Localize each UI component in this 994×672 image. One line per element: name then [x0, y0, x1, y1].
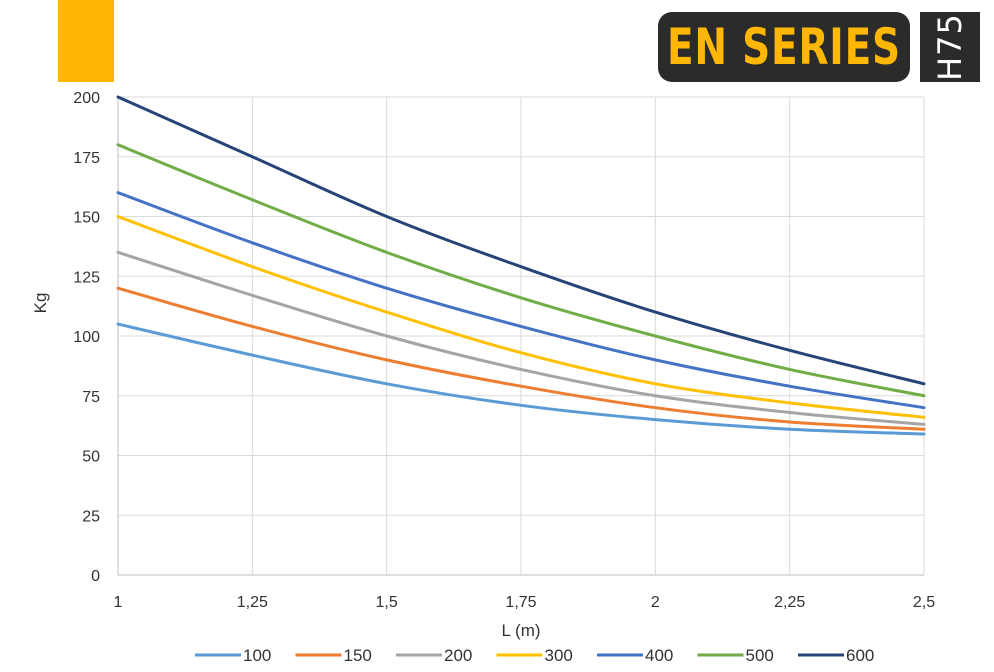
series-line-600	[116, 95, 926, 386]
tick-labels: 0 25 50 75 100 125 150 175 200 1 1,25 1,5 1,75 2 2,25 2…	[73, 90, 935, 611]
y-axis-title: Kg	[31, 293, 50, 314]
series-line-100	[116, 322, 926, 436]
axes	[117, 97, 924, 576]
x-axis-title: L (m)	[501, 621, 540, 640]
series-line-400	[116, 191, 926, 410]
y-tick-label: 75	[82, 389, 100, 406]
y-tick-label: 175	[73, 150, 100, 167]
y-tick-label: 100	[73, 329, 100, 346]
x-tick-label: 1	[114, 594, 123, 611]
y-tick-label: 150	[73, 210, 100, 227]
legend: 100 150 200 300 400 500 600	[195, 646, 874, 665]
series-line-150	[116, 286, 926, 431]
x-tick-label: 1,75	[505, 594, 536, 611]
legend-label-500: 500	[746, 646, 774, 665]
legend-label-200: 200	[444, 646, 472, 665]
series-label: EN SERIES	[667, 18, 901, 76]
x-tick-label: 1,5	[376, 594, 398, 611]
model-badge: H75	[920, 12, 980, 82]
legend-label-150: 150	[344, 646, 372, 665]
x-tick-label: 1,25	[237, 594, 268, 611]
grid-lines	[118, 96, 925, 575]
x-tick-label: 2,25	[774, 594, 805, 611]
series-line-500	[116, 143, 926, 398]
series-lines	[116, 95, 926, 436]
y-tick-label: 25	[82, 508, 100, 525]
legend-label-100: 100	[243, 646, 271, 665]
y-tick-label: 125	[73, 269, 100, 286]
series-badge: EN SERIES	[658, 12, 910, 82]
x-tick-label: 2	[651, 594, 660, 611]
x-tick-label: 2,5	[913, 594, 935, 611]
series-line-200	[116, 250, 926, 426]
series-line-300	[116, 215, 926, 419]
y-tick-label: 0	[91, 568, 100, 585]
y-tick-label: 50	[82, 449, 100, 466]
legend-label-300: 300	[545, 646, 573, 665]
brand-accent-block	[58, 0, 114, 82]
legend-label-400: 400	[645, 646, 673, 665]
y-tick-label: 200	[73, 90, 100, 107]
legend-label-600: 600	[846, 646, 874, 665]
